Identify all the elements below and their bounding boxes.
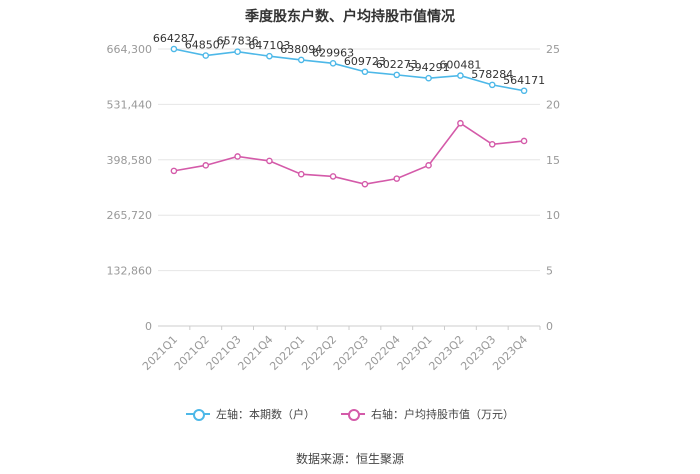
legend-item-right-series[interactable]: 右轴：户均持股市值（万元） <box>341 406 514 422</box>
left-axis-tick-label: 0 <box>145 320 152 333</box>
data-point-right <box>202 162 210 169</box>
data-point-right <box>488 140 496 148</box>
right-axis-tick-label: 10 <box>546 209 560 222</box>
left-axis-tick-label: 398,580 <box>107 154 153 167</box>
data-label-left: 629963 <box>312 46 354 59</box>
data-point-right <box>425 162 432 169</box>
left-axis-tick-label: 132,860 <box>107 265 153 278</box>
data-label-left: 594291 <box>408 61 450 74</box>
legend-swatch-left-series <box>186 408 210 421</box>
right-axis-tick-label: 25 <box>546 43 560 56</box>
x-axis-tick-label: 2023Q4 <box>490 333 530 373</box>
data-point-right <box>329 173 337 180</box>
data-label-left: 647103 <box>248 39 290 52</box>
series-line-right <box>173 122 525 185</box>
data-point-left <box>425 74 432 82</box>
data-point-left <box>202 52 210 59</box>
data-label-left: 648507 <box>185 39 227 52</box>
data-point-left <box>520 87 528 95</box>
data-point-right <box>266 157 273 165</box>
data-point-right <box>234 153 241 160</box>
data-point-left <box>329 60 337 67</box>
data-point-right <box>361 180 369 188</box>
data-point-left <box>393 71 401 79</box>
data-point-left <box>266 52 273 60</box>
series-line-left <box>173 48 525 92</box>
data-point-left <box>170 45 178 53</box>
left-axis-tick-label: 265,720 <box>107 209 153 222</box>
legend-label-right-series: 右轴：户均持股市值（万元） <box>371 408 514 421</box>
data-label-left: 638094 <box>280 43 322 56</box>
data-label-left: 564171 <box>503 74 545 87</box>
left-axis-tick-label: 531,440 <box>107 98 153 111</box>
data-label-left: 664287 <box>153 32 195 45</box>
data-label-left: 600481 <box>439 59 481 72</box>
data-label-left: 657836 <box>217 35 259 48</box>
data-point-right <box>457 119 464 127</box>
data-source-note: 数据来源：恒生聚源 <box>295 452 404 466</box>
data-point-left <box>234 48 241 55</box>
right-axis-tick-label: 15 <box>546 154 560 167</box>
data-label-left: 609723 <box>344 55 386 68</box>
data-point-left <box>297 56 305 64</box>
chart-legend: 左轴：本期数（户） 右轴：户均持股市值（万元） <box>0 406 700 422</box>
data-point-left <box>361 68 369 76</box>
legend-label-left-series: 左轴：本期数（户） <box>216 408 315 421</box>
data-point-right <box>393 175 401 182</box>
left-axis-tick-label: 664,300 <box>107 43 153 56</box>
data-label-left: 578284 <box>471 68 513 81</box>
data-point-right <box>170 167 178 175</box>
chart-title: 季度股东户数、户均持股市值情况 <box>245 9 455 25</box>
data-point-right <box>520 137 528 145</box>
data-label-left: 602273 <box>376 58 418 71</box>
data-point-left <box>488 81 496 89</box>
right-axis-tick-label: 5 <box>546 265 553 278</box>
right-axis-tick-label: 0 <box>546 320 553 333</box>
right-axis-tick-label: 20 <box>546 98 560 111</box>
legend-item-left-series[interactable]: 左轴：本期数（户） <box>186 406 315 422</box>
data-point-right <box>297 170 305 178</box>
data-point-left <box>457 72 464 79</box>
legend-swatch-right-series <box>341 408 365 421</box>
